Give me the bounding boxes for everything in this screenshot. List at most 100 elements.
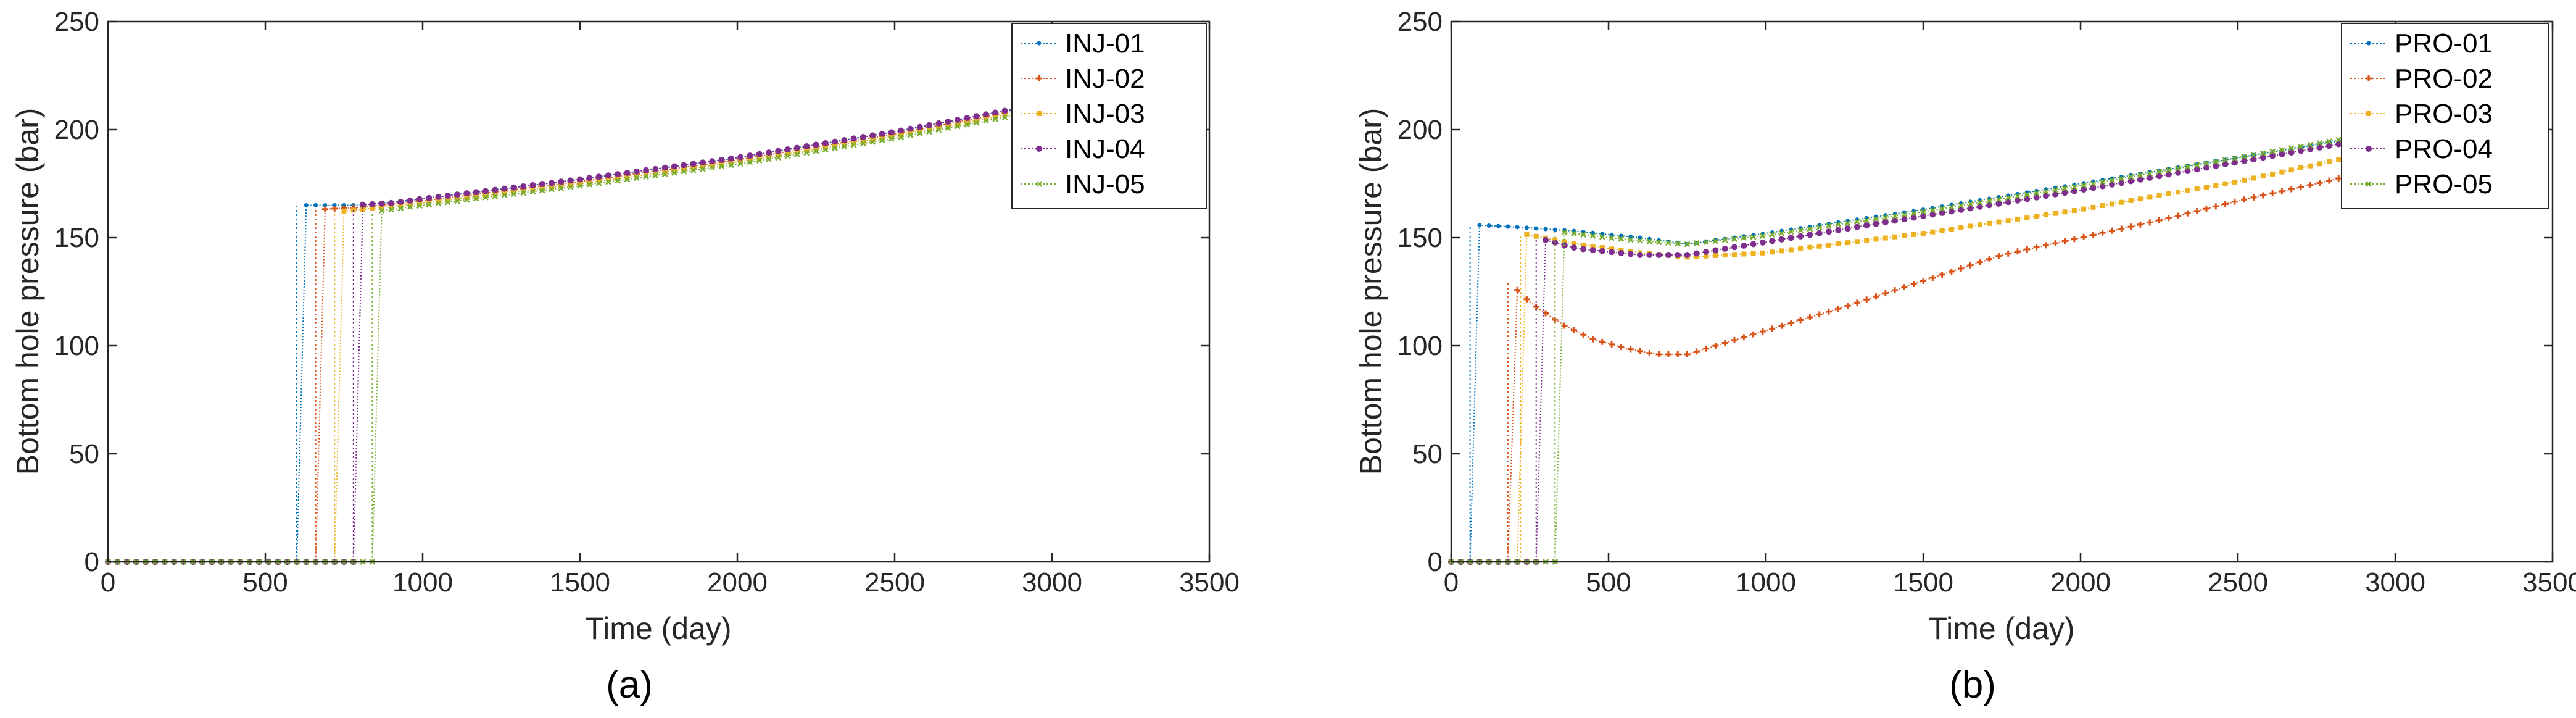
data-point-pro-04 — [2156, 173, 2163, 180]
data-point-inj-05 — [558, 185, 565, 191]
data-point-pro-02 — [2024, 246, 2031, 253]
data-point-pro-03 — [2194, 186, 2200, 191]
data-point-inj-04 — [879, 130, 885, 137]
data-point-inj-04 — [624, 170, 631, 176]
data-point-pro-04 — [1986, 202, 1993, 209]
data-point-pro-03 — [1741, 251, 1747, 257]
series-pro-04 — [1448, 129, 2408, 565]
data-point-inj-05 — [652, 172, 659, 179]
data-point-inj-03 — [908, 130, 913, 136]
legend-swatch-marker — [2366, 111, 2371, 116]
data-point-pro-02 — [1514, 286, 1521, 293]
data-point-inj-04 — [860, 133, 866, 140]
data-point-pro-02 — [2316, 180, 2323, 186]
data-point-inj-02 — [321, 206, 328, 212]
panel-b-legend[interactable]: PRO-01 PRO-02 PRO-03 PRO-04 PRO-05 — [2341, 23, 2549, 209]
data-point-pro-02 — [2071, 236, 2077, 243]
data-point-pro-02 — [1826, 308, 1832, 315]
panel-b-ticks: 0 500 1000 1500 2000 2500 3000 3500 0 50 100 150 200… — [1398, 7, 2576, 598]
data-point-inj-03 — [936, 125, 942, 130]
data-point-inj-05 — [983, 117, 989, 124]
legend-item-inj-02[interactable]: INJ-02 — [1021, 64, 1145, 94]
data-point-pro-03 — [2279, 169, 2285, 175]
panel-a-legend[interactable]: INJ-01 INJ-02 INJ-03 INJ-04 INJ-05 — [1011, 23, 1207, 209]
legend-swatch-marker — [2366, 181, 2372, 187]
data-point-pro-03 — [1996, 219, 2002, 225]
data-point-pro-05 — [1760, 233, 1766, 239]
legend-swatch-marker — [2366, 75, 2372, 81]
data-point-inj-04 — [822, 140, 829, 146]
legend-item-inj-03[interactable]: INJ-03 — [1021, 99, 1145, 129]
series-pro-05 — [1448, 125, 2408, 565]
data-point-inj-04 — [898, 127, 905, 134]
legend-item-pro-03[interactable]: PRO-03 — [2350, 99, 2493, 129]
data-point-inj-03 — [813, 146, 819, 152]
y-tick-label: 0 — [1428, 547, 1443, 577]
data-point-pro-05 — [1835, 221, 1842, 228]
legend-item-pro-01[interactable]: PRO-01 — [2350, 28, 2493, 59]
data-point-pro-03 — [1902, 233, 1907, 238]
data-point-pro-05 — [2250, 152, 2257, 158]
data-point-inj-05 — [737, 161, 743, 167]
data-point-pro-04 — [1797, 233, 1804, 240]
data-point-inj-03 — [624, 175, 630, 180]
data-point-pro-05 — [2165, 167, 2172, 173]
data-point-inj-05 — [973, 119, 980, 126]
data-point-inj-03 — [653, 170, 658, 176]
data-point-pro-02 — [1910, 281, 1917, 288]
data-point-pro-04 — [2335, 141, 2342, 148]
data-point-pro-04 — [2090, 185, 2097, 191]
data-point-pro-04 — [1967, 205, 1974, 212]
data-point-pro-04 — [2250, 156, 2257, 162]
data-point-pro-02 — [1721, 340, 1728, 346]
data-point-inj-05 — [605, 178, 611, 185]
data-point-pro-02 — [2269, 190, 2276, 197]
data-point-inj-04 — [926, 122, 933, 128]
panel-b-y-axis-label: Bottom hole pressure (bar) — [1354, 108, 1388, 475]
data-point-inj-04 — [567, 177, 574, 184]
legend-item-pro-02[interactable]: PRO-02 — [2350, 64, 2493, 94]
data-point-pro-02 — [1637, 348, 1643, 354]
y-tick-label: 50 — [69, 439, 99, 469]
data-point-pro-04 — [1618, 249, 1625, 256]
data-point-inj-01 — [332, 203, 337, 207]
data-point-pro-04 — [2222, 161, 2229, 168]
data-point-pro-04 — [1675, 252, 1681, 258]
data-point-inj-05 — [661, 171, 668, 177]
legend-item-pro-05[interactable]: PRO-05 — [2350, 169, 2493, 199]
data-point-pro-03 — [1930, 229, 1936, 235]
data-point-inj-03 — [341, 208, 347, 214]
data-point-pro-02 — [2184, 210, 2191, 217]
data-point-pro-04 — [2118, 180, 2125, 186]
legend-item-inj-01[interactable]: INJ-01 — [1021, 28, 1145, 59]
panel-b-axes-box — [1450, 20, 2554, 563]
data-point-pro-05 — [1910, 210, 1917, 217]
data-point-inj-03 — [464, 195, 470, 201]
data-point-pro-05 — [2232, 155, 2238, 162]
data-point-inj-04 — [775, 148, 782, 154]
data-point-pro-04 — [2175, 169, 2182, 176]
data-point-inj-05 — [501, 192, 508, 199]
data-point-pro-03 — [2232, 179, 2237, 185]
data-point-pro-02 — [1920, 278, 1926, 284]
legend-item-inj-05[interactable]: INJ-05 — [1021, 169, 1145, 199]
data-point-inj-04 — [907, 125, 914, 132]
data-point-inj-05 — [964, 121, 971, 128]
data-point-pro-03 — [2317, 161, 2322, 167]
data-point-inj-04 — [369, 201, 376, 207]
data-point-pro-02 — [1948, 268, 1955, 275]
data-point-inj-04 — [605, 172, 611, 179]
data-point-pro-02 — [2052, 240, 2059, 246]
data-point-inj-04 — [416, 196, 423, 202]
data-point-inj-03 — [492, 191, 498, 197]
data-point-inj-04 — [539, 181, 545, 188]
legend-item-inj-04[interactable]: INJ-04 — [1021, 134, 1145, 164]
y-tick-label: 0 — [85, 547, 99, 577]
data-point-pro-02 — [2033, 244, 2040, 251]
data-point-pro-05 — [2033, 190, 2040, 196]
data-point-pro-02 — [1929, 274, 1936, 281]
data-point-pro-04 — [1721, 245, 1728, 252]
data-point-inj-03 — [690, 165, 696, 171]
legend-item-pro-04[interactable]: PRO-04 — [2350, 134, 2493, 164]
data-point-pro-02 — [2090, 232, 2097, 238]
